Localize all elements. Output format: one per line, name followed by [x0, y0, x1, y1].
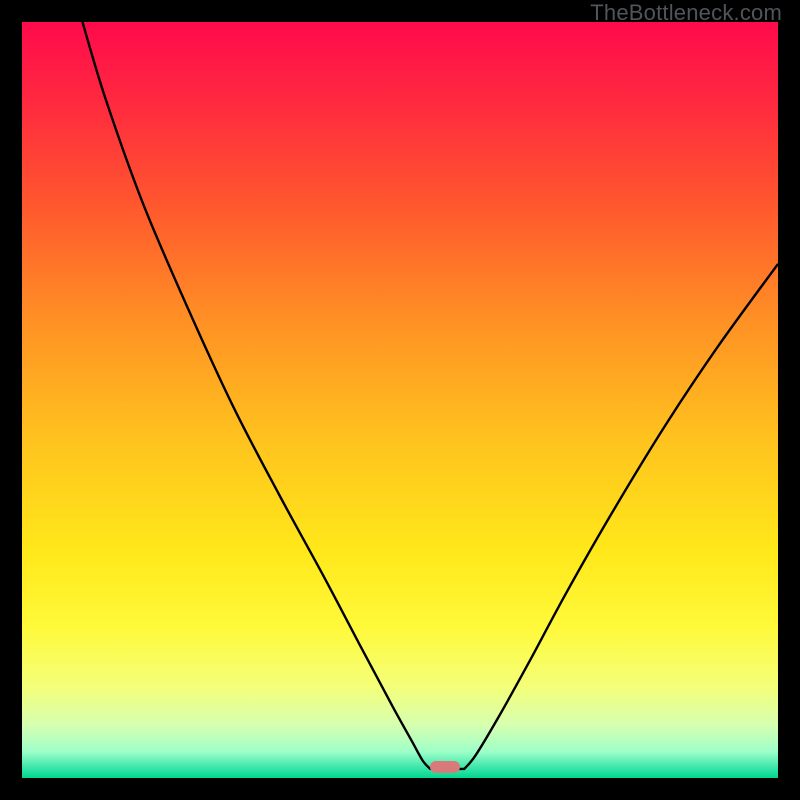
- dip-marker: [430, 761, 460, 773]
- bottleneck-curve: [22, 22, 778, 778]
- plot-area: [22, 22, 778, 778]
- watermark-text: TheBottleneck.com: [590, 0, 782, 26]
- curve-path: [82, 22, 778, 769]
